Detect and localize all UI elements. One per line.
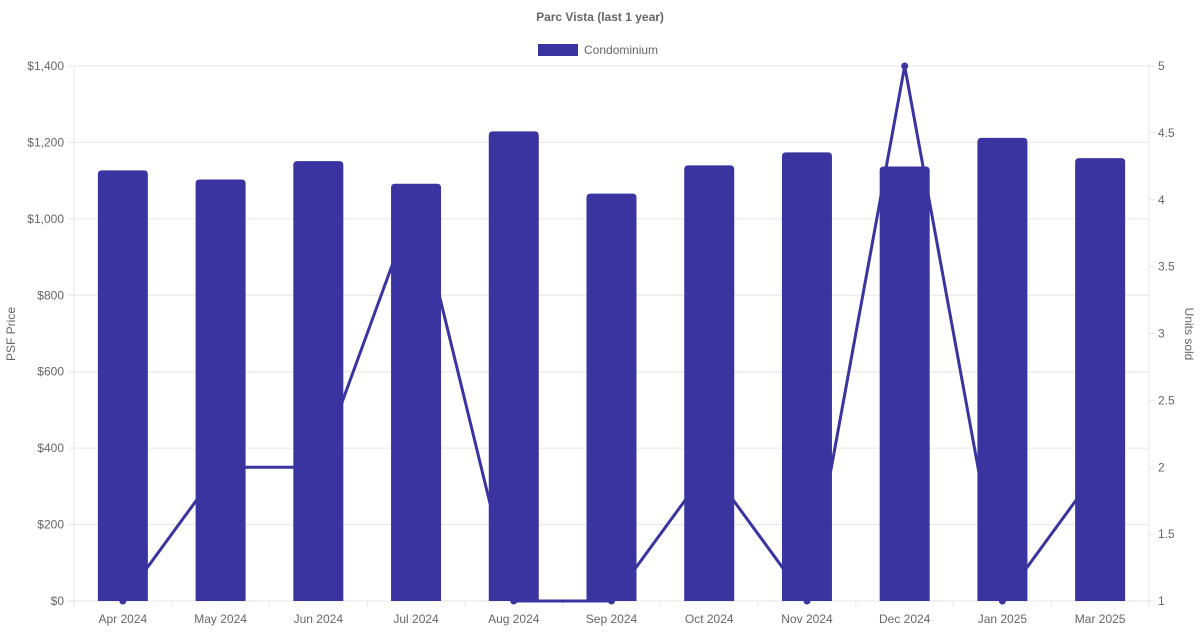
y2-tick-label: 4 <box>1158 193 1165 207</box>
bar[interactable] <box>879 166 930 601</box>
x-tick-label: Nov 2024 <box>781 612 833 626</box>
y-tick-label: $1,400 <box>27 59 64 73</box>
y2-tick-label: 1 <box>1158 594 1165 608</box>
y2-tick-label: 2 <box>1158 460 1165 474</box>
x-tick-label: Apr 2024 <box>99 612 148 626</box>
y-tick-label: $600 <box>37 365 64 379</box>
bar[interactable] <box>488 131 539 601</box>
x-tick-label: Sep 2024 <box>586 612 638 626</box>
line-point[interactable] <box>901 62 909 70</box>
y2-tick-label: 1.5 <box>1158 527 1175 541</box>
x-tick-label: May 2024 <box>194 612 247 626</box>
y-axis-label: PSF Price <box>4 307 18 361</box>
y2-tick-label: 3.5 <box>1158 260 1175 274</box>
y-tick-label: $1,200 <box>27 135 64 149</box>
x-tick-label: Oct 2024 <box>685 612 734 626</box>
chart-title: Parc Vista (last 1 year) <box>536 10 664 24</box>
bar[interactable] <box>391 183 442 601</box>
bar[interactable] <box>1075 158 1126 601</box>
bar-series <box>97 131 1126 602</box>
bar[interactable] <box>781 152 832 601</box>
legend-swatch <box>538 44 578 56</box>
line-point[interactable] <box>998 597 1006 605</box>
line-point[interactable] <box>803 597 811 605</box>
y-tick-label: $200 <box>37 518 64 532</box>
line-point[interactable] <box>412 196 420 204</box>
bar[interactable] <box>195 179 246 601</box>
bar[interactable] <box>684 165 735 601</box>
bar[interactable] <box>97 170 148 601</box>
x-tick-label: Jan 2025 <box>978 612 1028 626</box>
legend[interactable]: Condominium <box>538 43 658 57</box>
y2-axis-label: Units sold <box>1182 308 1196 361</box>
line-point[interactable] <box>119 597 127 605</box>
y2-tick-label: 3 <box>1158 327 1165 341</box>
line-point[interactable] <box>608 597 615 605</box>
y-tick-label: $1,000 <box>27 212 64 226</box>
x-tick-label: Dec 2024 <box>879 612 931 626</box>
y2-tick-label: 5 <box>1158 59 1165 73</box>
axes: $0 $200 $400 $600 $800 $1,000 $1,200 $1,400 1 1.5… <box>27 59 1175 626</box>
x-tick-label: Jul 2024 <box>393 612 439 626</box>
y2-tick-label: 4.5 <box>1158 126 1175 140</box>
y-tick-label: $800 <box>37 288 64 302</box>
line-point[interactable] <box>314 463 322 471</box>
bar[interactable] <box>293 161 344 601</box>
line-series <box>119 62 1104 605</box>
bar[interactable] <box>977 137 1028 602</box>
line-point[interactable] <box>510 597 518 605</box>
x-tick-label: Mar 2025 <box>1075 612 1126 626</box>
x-tick-label: Aug 2024 <box>488 612 540 626</box>
line-point[interactable] <box>217 463 225 471</box>
x-tick-label: Jun 2024 <box>294 612 344 626</box>
line-point[interactable] <box>1096 463 1104 471</box>
y-tick-label: $400 <box>37 441 64 455</box>
y-tick-label: $0 <box>51 594 65 608</box>
line-point[interactable] <box>705 463 713 471</box>
legend-label: Condominium <box>584 43 658 57</box>
y2-tick-label: 2.5 <box>1158 393 1175 407</box>
bar[interactable] <box>586 193 637 601</box>
